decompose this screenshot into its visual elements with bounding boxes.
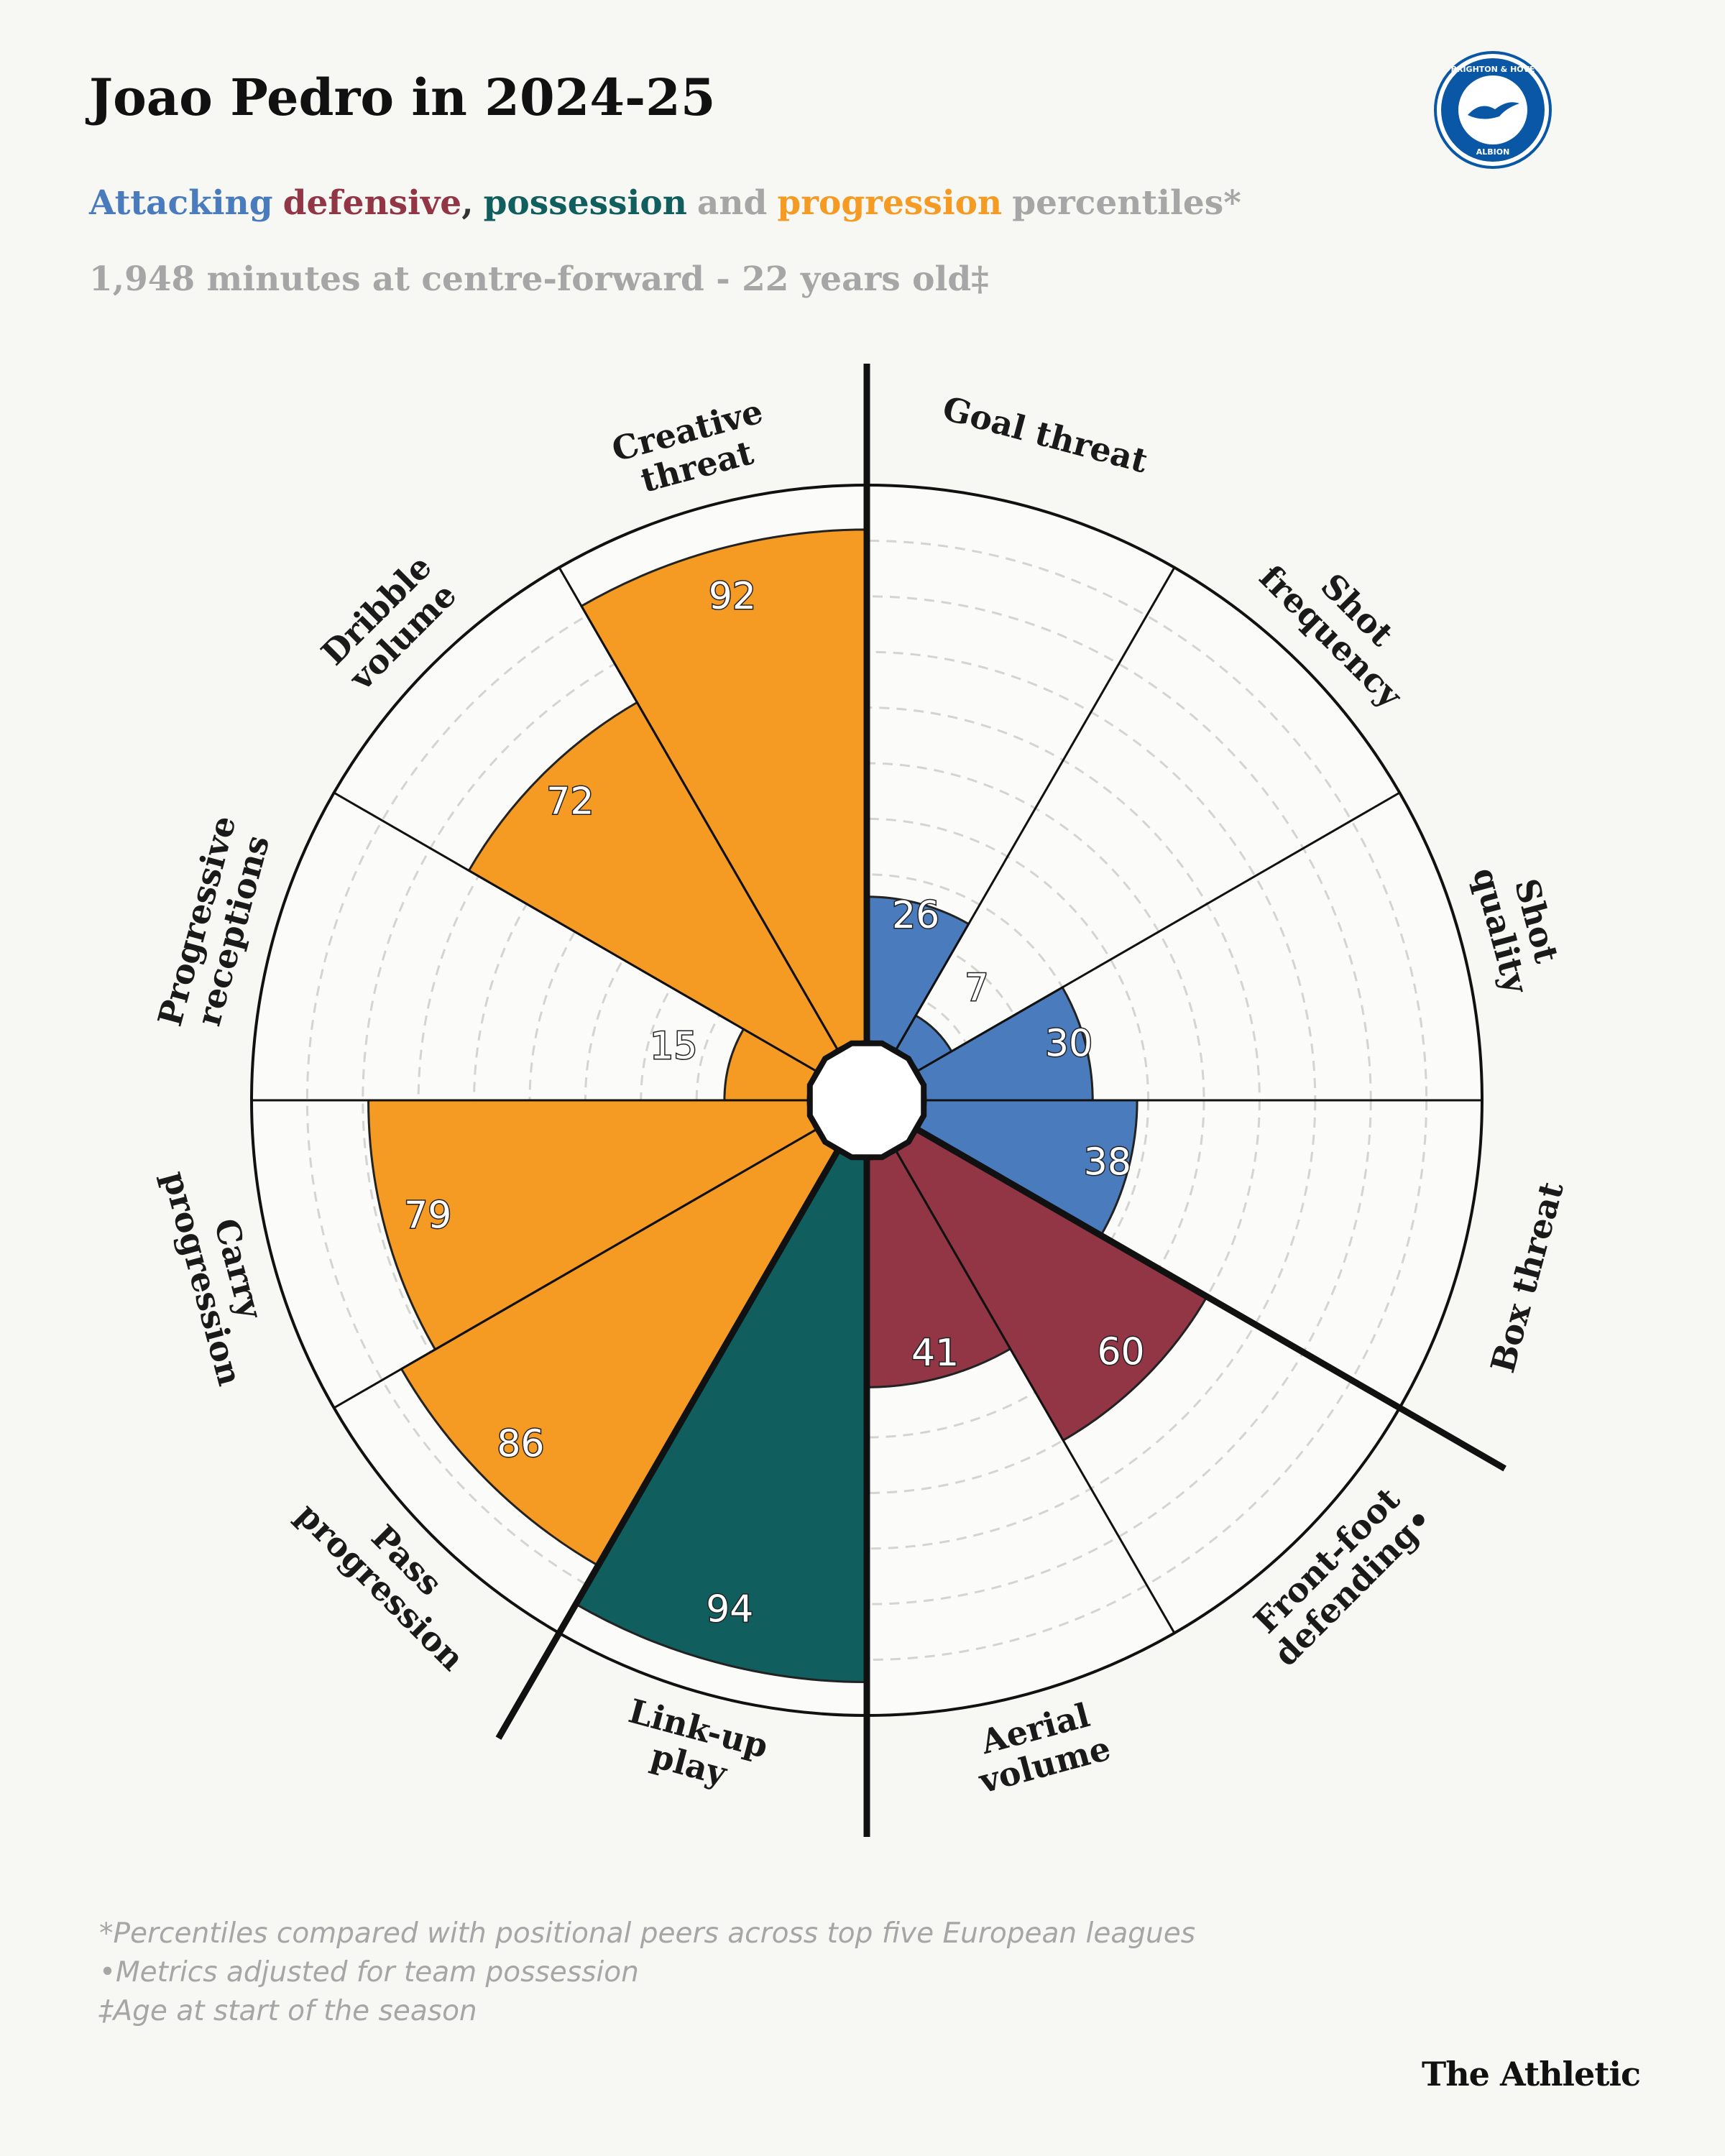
value-label: 30 — [1045, 1023, 1092, 1066]
logo-text: BRIGHTON & HOVE — [1451, 65, 1535, 74]
value-label: 7 — [965, 967, 988, 1010]
category-label: Creativethreat — [608, 392, 777, 505]
category-label: Link-upplay — [615, 1691, 773, 1802]
subtitle: Attacking defensive, possession and progress… — [88, 183, 1241, 223]
subtitle-part: Attacking — [88, 183, 273, 223]
subtitle-part: defensive — [283, 183, 462, 223]
slice-border — [895, 566, 1176, 1050]
brand: The Athletic — [1422, 2055, 1640, 2093]
value-label: 86 — [497, 1423, 544, 1466]
subtitle-part: progression — [777, 183, 1002, 223]
subtitle-part: percentiles* — [1012, 183, 1241, 223]
footnote: *Percentiles compared with positional pe… — [99, 1917, 1195, 1950]
value-label: 79 — [404, 1194, 451, 1238]
value-label: 38 — [1084, 1141, 1131, 1184]
group-separator — [865, 1097, 1506, 1472]
category-label: Box threat — [1483, 1177, 1571, 1377]
group-separator — [495, 1098, 870, 1740]
value-label: 94 — [706, 1588, 753, 1631]
footnote: •Metrics adjusted for team possession — [99, 1956, 639, 1989]
slice-border — [558, 566, 839, 1050]
slice-border — [895, 1151, 1176, 1634]
value-label: 60 — [1097, 1331, 1144, 1374]
category-label: Shotquality — [1466, 854, 1573, 998]
value-label: 15 — [650, 1025, 697, 1068]
hub — [806, 1040, 927, 1161]
slice-border — [333, 1128, 816, 1409]
subtitle-part: , — [461, 183, 473, 223]
subtitle-part: possession — [484, 183, 687, 223]
subtitle-part: and — [697, 183, 768, 223]
value-label: 41 — [911, 1332, 959, 1375]
value-label: 92 — [709, 575, 756, 618]
subtitle-2: 1,948 minutes at centre-forward - 22 yea… — [89, 259, 989, 299]
logo-text: ALBION — [1476, 147, 1510, 157]
category-label: Goal threat — [939, 389, 1152, 481]
club-logo: BRIGHTON & HOVE ALBION — [1434, 51, 1552, 169]
chart-title: Joao Pedro in 2024-25 — [85, 68, 716, 127]
category-line: Goal threat — [939, 389, 1152, 481]
category-label: Aerialvolume — [965, 1692, 1114, 1801]
value-label: 72 — [546, 780, 594, 823]
slice-border — [333, 791, 816, 1072]
category-line: Box threat — [1483, 1177, 1571, 1377]
slice-border — [917, 791, 1401, 1072]
value-label: 26 — [892, 894, 939, 937]
footnote: ‡Age at start of the season — [98, 1995, 477, 2027]
